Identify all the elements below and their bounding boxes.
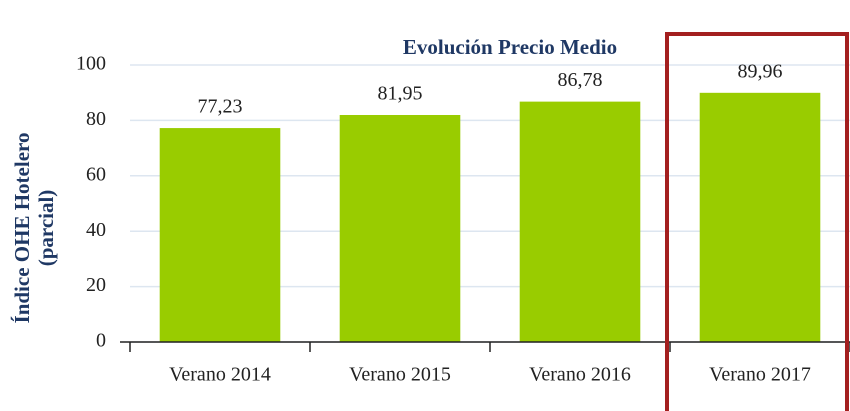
y-tick-label: 0 xyxy=(96,330,106,352)
y-tick-label: 100 xyxy=(76,53,106,75)
plot: 0 20 40 60 80 100 Verano 2014 77,23 Verano 2015 8… xyxy=(76,53,850,386)
x-tick-label: Verano 2014 xyxy=(169,364,271,386)
bar xyxy=(519,101,641,342)
x-tick-label: Verano 2015 xyxy=(349,364,451,386)
y-tick-label: 40 xyxy=(86,219,106,241)
y-tick-label: 60 xyxy=(86,163,106,185)
highlight-box xyxy=(665,32,849,411)
y-axis-label: Índice OHE Hotelero (parcial) xyxy=(10,133,58,324)
data-label: 86,78 xyxy=(558,69,603,91)
bar xyxy=(339,114,461,342)
data-label: 77,23 xyxy=(198,96,243,118)
x-tick-label: Verano 2016 xyxy=(529,364,631,386)
data-label: 89,96 xyxy=(738,60,783,82)
data-label: 81,95 xyxy=(378,83,423,105)
y-tick-label: 20 xyxy=(86,274,106,296)
y-tick-label: 80 xyxy=(86,108,106,130)
chart-title: Evolución Precio Medio xyxy=(403,35,617,59)
y-axis-label-line: Índice OHE Hotelero xyxy=(10,133,34,324)
bar xyxy=(159,128,281,342)
y-axis-label-line: (parcial) xyxy=(34,190,58,267)
bar xyxy=(699,92,821,343)
x-tick-label: Verano 2017 xyxy=(709,364,811,386)
